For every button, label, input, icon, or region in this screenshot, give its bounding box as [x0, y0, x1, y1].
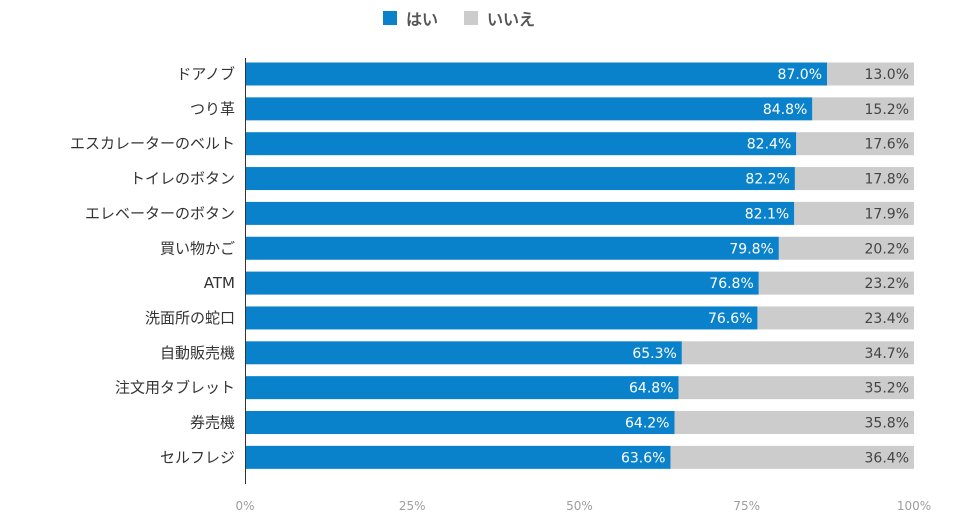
data-label-no: 17.9% — [865, 206, 909, 222]
data-label-no: 20.2% — [865, 241, 909, 257]
data-label-yes: 76.8% — [709, 276, 753, 292]
data-label-yes: 79.8% — [729, 241, 773, 257]
data-label-no: 17.6% — [865, 137, 909, 153]
category-label: 券売機 — [190, 414, 235, 432]
category-label: エレベーターのボタン — [85, 204, 235, 222]
data-label-no: 23.4% — [865, 311, 909, 327]
bar-no — [674, 411, 914, 434]
category-label: エスカレーターのベルト — [70, 135, 235, 153]
data-label-no: 35.8% — [865, 416, 909, 432]
bar-no — [812, 97, 914, 121]
data-label-yes: 82.4% — [747, 137, 791, 153]
bar-no — [794, 167, 914, 191]
category-label: 買い物かご — [160, 239, 235, 257]
data-label-yes: 63.6% — [621, 450, 665, 466]
data-label-yes: 82.1% — [745, 206, 789, 222]
legend-item-no[interactable]: いいえ — [464, 6, 535, 30]
legend: はい いいえ — [383, 7, 561, 29]
data-label-no: 34.7% — [865, 346, 909, 362]
bar-yes — [245, 445, 671, 469]
bar-yes — [245, 132, 797, 156]
bar-no — [758, 271, 914, 295]
legend-swatch-yes — [383, 11, 397, 25]
bar-yes — [245, 236, 779, 260]
data-label-yes: 65.3% — [632, 346, 676, 362]
x-tick-label: 25% — [399, 499, 426, 513]
bar-no — [827, 62, 914, 86]
data-label-yes: 64.8% — [629, 381, 673, 397]
data-label-no: 13.0% — [865, 67, 909, 83]
legend-item-yes[interactable]: はい — [383, 6, 438, 30]
data-label-no: 17.8% — [865, 172, 909, 188]
x-tick-label: 100% — [897, 499, 931, 513]
category-label: つり革 — [190, 100, 235, 118]
bar-yes — [245, 62, 828, 86]
bar-no — [678, 376, 914, 400]
bar-yes — [245, 271, 759, 295]
category-label: ドアノブ — [176, 65, 235, 83]
bar-yes — [245, 411, 675, 434]
bar-no — [796, 132, 914, 156]
category-label: 自動販売機 — [160, 344, 235, 362]
legend-label-no: いいえ — [487, 10, 536, 29]
bar-yes — [245, 341, 682, 365]
data-label-yes: 87.0% — [778, 67, 822, 83]
bar-no — [670, 445, 914, 469]
category-label: 洗面所の蛇口 — [145, 309, 235, 327]
data-label-no: 23.2% — [865, 276, 909, 292]
legend-swatch-no — [464, 11, 479, 25]
data-label-yes: 76.6% — [708, 311, 752, 327]
category-label: 注文用タブレット — [115, 379, 235, 397]
bar-yes — [245, 376, 679, 400]
x-tick-label: 0% — [235, 499, 254, 513]
bar-no — [757, 306, 914, 330]
category-label: ATM — [204, 274, 235, 292]
legend-label-yes: はい — [406, 10, 439, 29]
category-label: トイレのボタン — [130, 170, 235, 188]
bar-no — [778, 236, 914, 260]
data-label-no: 36.4% — [865, 450, 909, 466]
bar-yes — [245, 97, 813, 121]
data-label-yes: 64.2% — [625, 416, 669, 432]
data-label-yes: 84.8% — [763, 102, 807, 118]
x-tick-label: 50% — [566, 499, 593, 513]
bar-yes — [245, 306, 758, 330]
bar-no — [681, 341, 914, 365]
bar-no — [794, 201, 914, 225]
data-label-no: 15.2% — [865, 102, 909, 118]
category-label: セルフレジ — [160, 448, 235, 466]
x-tick-label: 75% — [733, 499, 760, 513]
data-label-no: 35.2% — [865, 381, 909, 397]
bar-yes — [245, 201, 795, 225]
data-label-yes: 82.2% — [745, 172, 789, 188]
bar-yes — [245, 167, 795, 191]
